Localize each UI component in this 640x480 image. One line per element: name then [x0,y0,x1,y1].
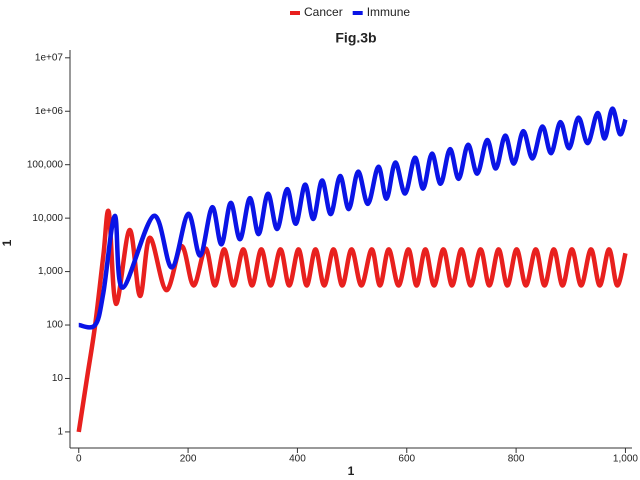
legend-label: Immune [367,5,411,19]
x-tick-label: 0 [76,454,82,465]
x-tick-label: 400 [289,454,306,465]
y-tick-label: 100 [46,320,63,331]
x-tick-label: 600 [398,454,415,465]
series-line [76,208,628,433]
y-tick-label: 100,000 [27,159,64,170]
x-axis-label: 1 [348,464,355,478]
y-tick-label: 10 [52,373,64,384]
y-tick-label: 1e+07 [35,52,64,63]
y-tick-label: 1,000 [38,266,63,277]
y-tick-label: 10,000 [32,213,63,224]
legend-label: Cancer [304,5,343,19]
x-tick-label: 1,000 [613,454,638,465]
y-tick-label: 1 [57,427,63,438]
chart-title: Fig.3b [335,30,376,46]
x-tick-label: 800 [508,454,525,465]
series-line [78,106,628,330]
y-axis-label: 1 [0,239,14,246]
y-tick-label: 1e+06 [35,106,64,117]
x-tick-label: 200 [180,454,197,465]
